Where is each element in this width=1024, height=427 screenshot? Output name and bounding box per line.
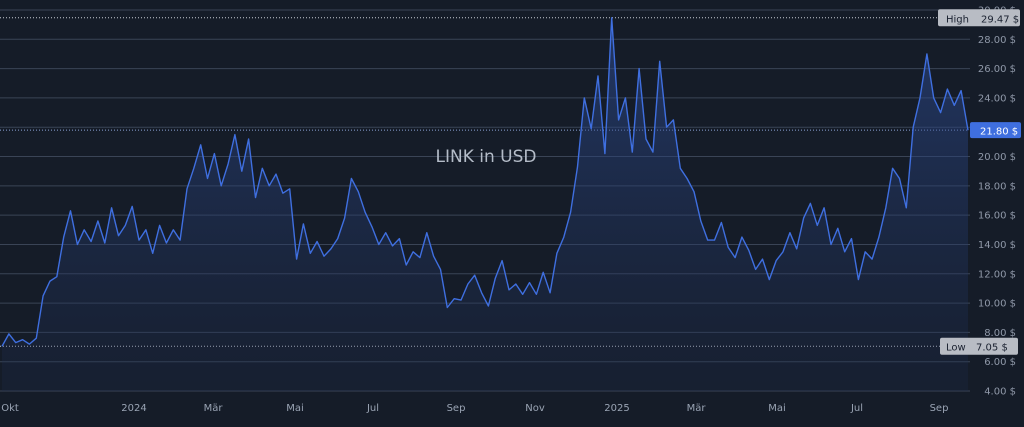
x-tick-label: Mär (687, 403, 707, 414)
y-tick-label: 18.00 $ (978, 181, 1016, 192)
x-tick-label: Sep (447, 403, 466, 414)
last-price-value: 21.80 $ (980, 127, 1018, 138)
x-axis-ticks: Okt 2024 Mär Mai Jul Sep Nov 2025 Mär Mai Jul Sep (1, 403, 948, 414)
y-tick-label: 8.00 $ (984, 328, 1016, 339)
y-tick-label: 20.00 $ (978, 152, 1016, 163)
y-tick-label: 4.00 $ (984, 387, 1016, 398)
chart-title: LINK in USD (436, 147, 537, 167)
low-badge: Low 7.05 $ (940, 337, 1018, 355)
x-tick-label: Mai (768, 403, 786, 414)
high-label: High (946, 15, 969, 26)
x-tick-label: Sep (930, 403, 949, 414)
y-tick-label: 12.00 $ (978, 269, 1016, 280)
y-tick-label: 10.00 $ (978, 299, 1016, 310)
high-badge: High 29.47 $ (938, 9, 1020, 27)
y-tick-label: 16.00 $ (978, 211, 1016, 222)
x-tick-label: Jul (366, 403, 379, 414)
y-tick-label: 6.00 $ (984, 357, 1016, 368)
x-tick-label: Nov (525, 403, 545, 414)
price-area (2, 17, 968, 392)
x-tick-label: Mär (204, 403, 224, 414)
x-tick-label: 2024 (121, 403, 146, 414)
x-tick-label: 2025 (604, 403, 629, 414)
x-tick-label: Okt (1, 403, 19, 414)
y-tick-label: 14.00 $ (978, 240, 1016, 251)
low-value: 7.05 $ (976, 343, 1008, 354)
x-tick-label: Jul (850, 403, 863, 414)
y-tick-label: 26.00 $ (978, 64, 1016, 75)
last-price-badge: 21.80 $ (970, 122, 1021, 139)
y-tick-label: 24.00 $ (978, 93, 1016, 104)
x-tick-label: Mai (286, 403, 304, 414)
low-label: Low (946, 343, 966, 354)
high-value: 29.47 $ (981, 15, 1019, 26)
price-line (1, 17, 969, 347)
y-tick-label: 28.00 $ (978, 35, 1016, 46)
